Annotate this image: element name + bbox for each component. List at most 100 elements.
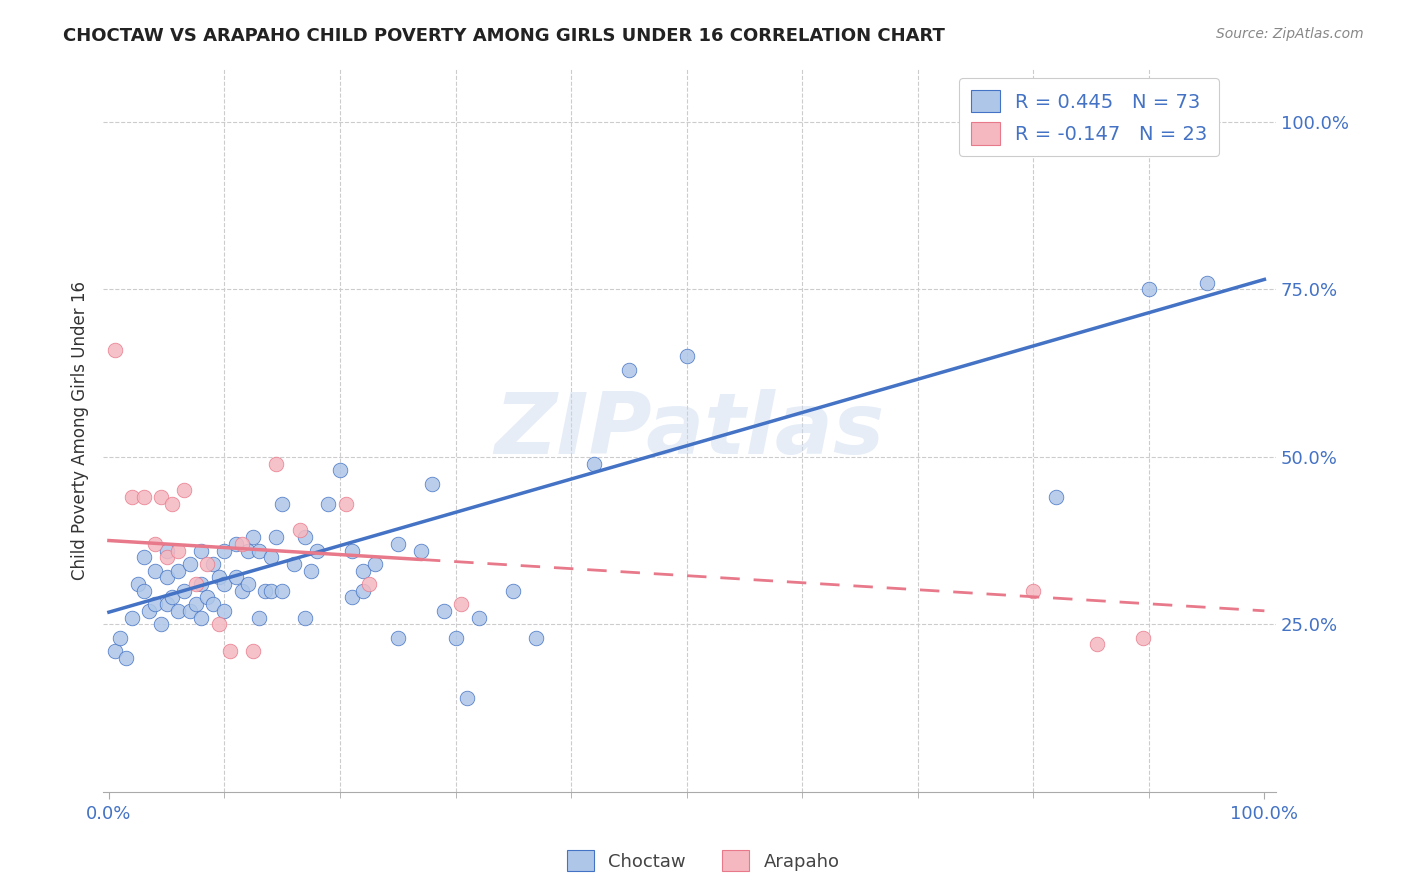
Point bbox=[167, 604, 190, 618]
Point bbox=[288, 524, 311, 538]
Point bbox=[225, 570, 247, 584]
Point bbox=[190, 610, 212, 624]
Point bbox=[294, 610, 316, 624]
Point bbox=[162, 591, 184, 605]
Point bbox=[266, 530, 288, 544]
Point bbox=[387, 537, 409, 551]
Point bbox=[675, 350, 697, 364]
Point bbox=[340, 591, 363, 605]
Text: Source: ZipAtlas.com: Source: ZipAtlas.com bbox=[1216, 27, 1364, 41]
Point bbox=[242, 644, 264, 658]
Point bbox=[387, 631, 409, 645]
Point bbox=[502, 583, 524, 598]
Point bbox=[247, 543, 270, 558]
Point bbox=[127, 577, 149, 591]
Point bbox=[201, 557, 224, 571]
Point bbox=[1137, 283, 1160, 297]
Point bbox=[231, 583, 253, 598]
Point bbox=[167, 564, 190, 578]
Point bbox=[450, 597, 472, 611]
Point bbox=[299, 564, 322, 578]
Point bbox=[1195, 276, 1218, 290]
Point bbox=[409, 543, 432, 558]
Point bbox=[104, 343, 127, 357]
Point bbox=[121, 490, 143, 504]
Point bbox=[526, 631, 548, 645]
Point bbox=[195, 557, 218, 571]
Point bbox=[179, 604, 201, 618]
Point bbox=[231, 537, 253, 551]
Point bbox=[467, 610, 489, 624]
Point bbox=[167, 543, 190, 558]
Point bbox=[156, 543, 179, 558]
Point bbox=[583, 457, 606, 471]
Point bbox=[305, 543, 328, 558]
Point bbox=[132, 550, 155, 565]
Point bbox=[329, 463, 352, 477]
Point bbox=[149, 617, 172, 632]
Point bbox=[271, 583, 294, 598]
Point bbox=[219, 644, 242, 658]
Point bbox=[143, 537, 166, 551]
Y-axis label: Child Poverty Among Girls Under 16: Child Poverty Among Girls Under 16 bbox=[72, 281, 89, 580]
Legend: R = 0.445   N = 73, R = -0.147   N = 23: R = 0.445 N = 73, R = -0.147 N = 23 bbox=[959, 78, 1219, 156]
Point bbox=[184, 577, 207, 591]
Point bbox=[208, 617, 231, 632]
Point bbox=[173, 583, 195, 598]
Point bbox=[260, 583, 283, 598]
Point bbox=[190, 543, 212, 558]
Point bbox=[456, 690, 478, 705]
Point bbox=[201, 597, 224, 611]
Point bbox=[195, 591, 218, 605]
Point bbox=[184, 597, 207, 611]
Point bbox=[352, 564, 374, 578]
Point bbox=[214, 604, 236, 618]
Point bbox=[433, 604, 456, 618]
Point bbox=[266, 457, 288, 471]
Point bbox=[149, 490, 172, 504]
Point bbox=[422, 476, 444, 491]
Point bbox=[357, 577, 380, 591]
Point bbox=[283, 557, 305, 571]
Point bbox=[247, 610, 270, 624]
Point bbox=[143, 597, 166, 611]
Point bbox=[352, 583, 374, 598]
Point bbox=[318, 497, 340, 511]
Legend: Choctaw, Arapaho: Choctaw, Arapaho bbox=[560, 843, 846, 879]
Point bbox=[110, 631, 132, 645]
Point bbox=[121, 610, 143, 624]
Point bbox=[340, 543, 363, 558]
Point bbox=[260, 550, 283, 565]
Point bbox=[335, 497, 357, 511]
Point bbox=[208, 570, 231, 584]
Point bbox=[1085, 637, 1108, 651]
Point bbox=[179, 557, 201, 571]
Text: ZIPatlas: ZIPatlas bbox=[495, 389, 884, 472]
Point bbox=[190, 577, 212, 591]
Point bbox=[138, 604, 160, 618]
Point bbox=[242, 530, 264, 544]
Point bbox=[617, 363, 640, 377]
Point bbox=[162, 497, 184, 511]
Point bbox=[444, 631, 467, 645]
Point bbox=[1045, 490, 1067, 504]
Point bbox=[156, 550, 179, 565]
Point bbox=[156, 570, 179, 584]
Point bbox=[173, 483, 195, 498]
Point bbox=[104, 644, 127, 658]
Point bbox=[236, 543, 259, 558]
Text: CHOCTAW VS ARAPAHO CHILD POVERTY AMONG GIRLS UNDER 16 CORRELATION CHART: CHOCTAW VS ARAPAHO CHILD POVERTY AMONG G… bbox=[63, 27, 945, 45]
Point bbox=[214, 577, 236, 591]
Point bbox=[214, 543, 236, 558]
Point bbox=[143, 564, 166, 578]
Point bbox=[132, 583, 155, 598]
Point bbox=[271, 497, 294, 511]
Point bbox=[253, 583, 276, 598]
Point bbox=[1022, 583, 1045, 598]
Point bbox=[156, 597, 179, 611]
Point bbox=[1132, 631, 1154, 645]
Point bbox=[363, 557, 385, 571]
Point bbox=[236, 577, 259, 591]
Point bbox=[294, 530, 316, 544]
Point bbox=[225, 537, 247, 551]
